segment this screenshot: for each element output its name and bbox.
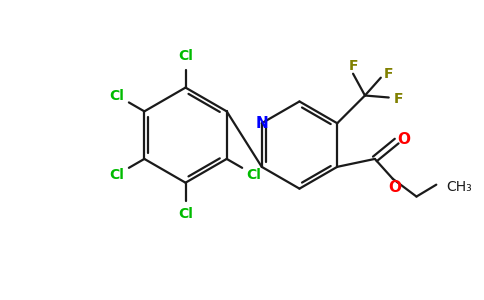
Text: CH₃: CH₃ [446,180,472,194]
Text: F: F [394,92,403,106]
Text: O: O [397,132,410,147]
Text: F: F [348,59,358,73]
Text: O: O [388,180,401,195]
Text: N: N [256,116,268,131]
Text: Cl: Cl [247,168,262,182]
Text: Cl: Cl [178,49,193,63]
Text: Cl: Cl [178,207,193,221]
Text: Cl: Cl [109,168,124,182]
Text: Cl: Cl [109,88,124,103]
Text: F: F [384,67,393,81]
